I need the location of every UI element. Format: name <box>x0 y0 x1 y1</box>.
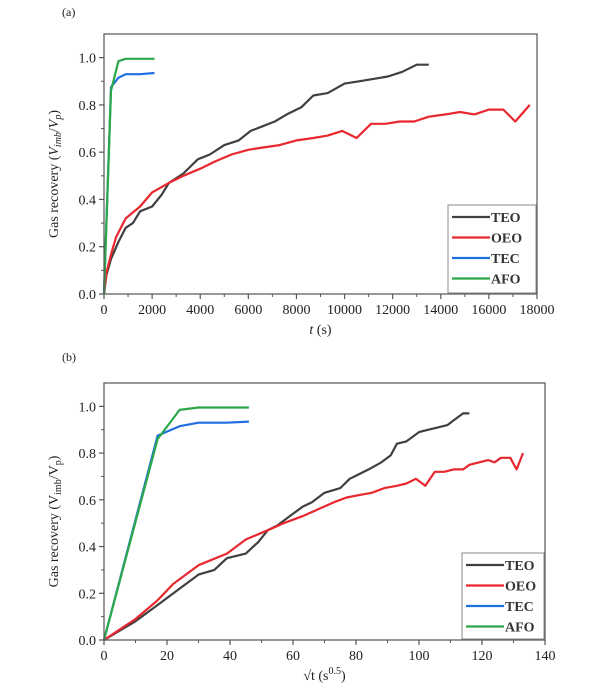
y-tick-label: 0.8 <box>79 447 97 462</box>
x-tick-label: 14000 <box>423 303 458 318</box>
y-axis-label-b: Gas recovery (Vimb/Vp) <box>47 455 64 587</box>
x-tick-label: 10000 <box>327 303 362 318</box>
x-tick-label: 100 <box>409 649 430 664</box>
x-tick-label: 140 <box>535 649 556 664</box>
legend-label-tec: TEC <box>491 252 520 267</box>
legend-label-oeo: OEO <box>505 580 536 595</box>
legend-label-afo: AFO <box>505 621 535 636</box>
legend-label-teo: TEO <box>505 559 535 574</box>
x-tick-label: 8000 <box>282 303 310 318</box>
y-tick-label: 0.6 <box>79 494 97 509</box>
y-tick-label: 0.0 <box>79 634 97 649</box>
x-tick-label: 40 <box>223 649 237 664</box>
y-label-sub1: imb <box>53 132 64 147</box>
panel-label-b: (b) <box>62 350 76 364</box>
y-label-sub2: p <box>53 115 64 121</box>
panel-label-a: (a) <box>62 5 75 19</box>
y-tick-label: 0.4 <box>79 193 97 208</box>
y-label-sep: / <box>47 128 62 132</box>
legend-box <box>461 552 545 640</box>
x-tick-label: 18000 <box>520 303 555 318</box>
y-label-prefix: Gas recovery ( <box>47 155 62 238</box>
y-label-mid: /V <box>47 465 62 479</box>
chart-a: (a) 0 2000 4000 6000 8000 10000 12000 14000 1600… <box>47 5 555 338</box>
x-axis-label-rest: (s) <box>313 323 332 338</box>
x-axis-label-a: t (s) <box>309 323 332 338</box>
x-tick-label: 16000 <box>471 303 506 318</box>
y-axis-label-a: Gas recovery (Vimb/Vp) <box>47 110 64 238</box>
y-label-sub2: p <box>53 460 64 465</box>
y-label-v1: V <box>47 146 62 156</box>
y-tick-label: 0.4 <box>79 541 97 556</box>
x-tick-label: 120 <box>472 649 493 664</box>
x-label-sup: 0.5 <box>329 666 342 677</box>
x-tick-label: 0 <box>101 649 108 664</box>
series-line-afo <box>102 406 249 641</box>
series-line-teo <box>102 63 429 295</box>
x-tick-label: 2000 <box>138 303 166 318</box>
y-label-sub1: imb <box>53 479 64 495</box>
x-tick-label: 80 <box>349 649 363 664</box>
y-label-suffix: ) <box>47 455 62 460</box>
series-line-teo <box>103 412 470 641</box>
x-label-end: ) <box>341 669 346 684</box>
series-group-b <box>102 406 525 641</box>
x-label-main: √t (s <box>303 669 328 684</box>
legend-b: TEO OEO TEC AFO <box>461 552 545 640</box>
x-tick-label: 20 <box>160 649 174 664</box>
y-tick-label: 0.8 <box>79 99 97 114</box>
x-tick-label: 4000 <box>186 303 214 318</box>
x-tick-label: 12000 <box>375 303 410 318</box>
x-axis-label-italic: t <box>309 323 314 338</box>
x-tick-label: 6000 <box>234 303 262 318</box>
legend-label-tec: TEC <box>505 600 534 615</box>
series-line-afo <box>102 57 155 295</box>
legend-a: TEO OEO TEC AFO <box>447 204 537 294</box>
y-tick-label: 0.2 <box>79 241 97 256</box>
y-tick-label: 1.0 <box>79 400 97 415</box>
y-tick-label: 0.0 <box>79 288 97 303</box>
y-label-v2: V <box>47 118 62 128</box>
ticks-b: 0 20 40 60 80 100 120 140 0.0 0.2 0.4 0.6 0.8 1.0 <box>79 400 556 664</box>
chart-b: (b) 0 20 40 60 80 100 120 140 0.0 0.2 0.4 0.6 0.8 1.0… <box>47 350 556 684</box>
legend-label-oeo: OEO <box>491 232 522 247</box>
x-tick-label: 60 <box>286 649 300 664</box>
series-group-a <box>102 57 531 295</box>
y-label-prefix: Gas recovery (V <box>47 495 62 588</box>
series-line-oeo <box>102 104 531 295</box>
ticks-a: 0 2000 4000 6000 8000 10000 12000 14000 16000 180… <box>79 52 555 318</box>
legend-label-teo: TEO <box>491 211 521 226</box>
y-label-suffix: ) <box>47 110 62 115</box>
x-tick-label: 0 <box>101 303 108 318</box>
y-tick-label: 1.0 <box>79 52 97 67</box>
x-axis-label-b: √t (s0.5) <box>303 666 346 684</box>
series-line-tec <box>102 420 249 641</box>
series-line-oeo <box>103 452 525 641</box>
y-tick-label: 0.6 <box>79 146 97 161</box>
legend-label-afo: AFO <box>491 273 521 288</box>
y-tick-label: 0.2 <box>79 587 97 602</box>
